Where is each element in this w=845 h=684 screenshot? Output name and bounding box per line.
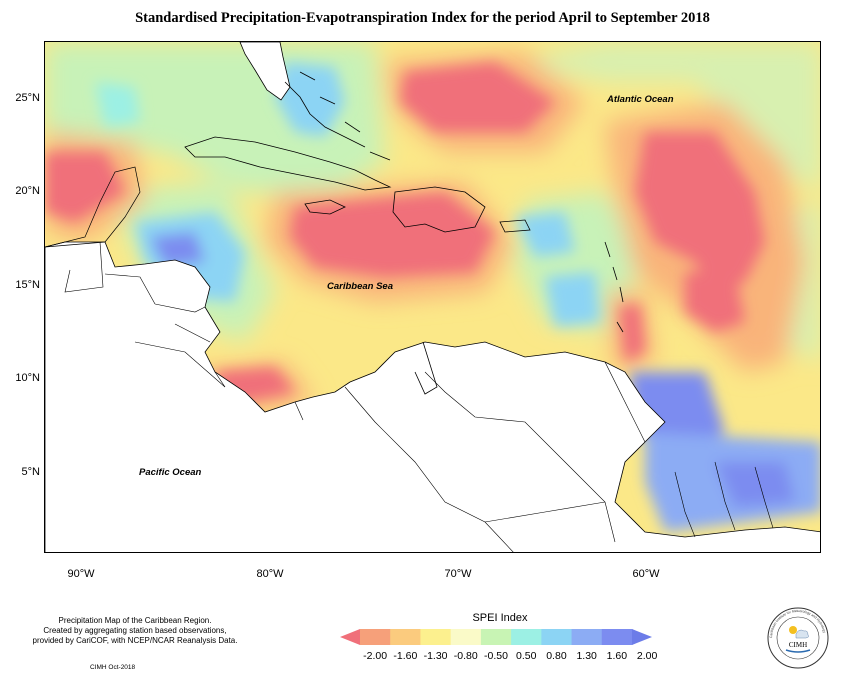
legend-swatch <box>480 629 512 645</box>
atlantic-ocean-label: Atlantic Ocean <box>607 94 674 105</box>
legend-arrow-right <box>632 629 652 645</box>
lat-label-25n: 25°N <box>15 92 40 104</box>
note-line-2: Created by aggregating station based obs… <box>43 626 227 635</box>
legend-tick-label: 0.80 <box>546 650 567 662</box>
islands <box>184 71 624 395</box>
legend-swatch <box>360 629 391 645</box>
legend-swatch <box>420 629 452 645</box>
caribbean-sea-label: Caribbean Sea <box>327 281 393 292</box>
pacific-ocean-label: Pacific Ocean <box>139 467 202 478</box>
mainland <box>45 241 820 552</box>
country-borders <box>64 241 774 552</box>
lat-label-15n: 15°N <box>15 279 40 291</box>
legend-swatch <box>541 629 573 645</box>
legend-colorbar <box>340 629 652 645</box>
yucatan-coast <box>45 166 141 248</box>
wave-icon <box>785 649 811 653</box>
legend-swatch <box>601 629 633 645</box>
sun-icon <box>789 626 797 634</box>
legend-tick-label: 1.30 <box>576 650 597 662</box>
legend-tick-label: 1.60 <box>606 650 628 662</box>
logo-text: CIMH <box>789 641 807 649</box>
legend-swatch <box>511 629 542 645</box>
lon-label-80w: 80°W <box>256 568 284 580</box>
spei-field <box>45 42 820 552</box>
lat-label-20n: 20°N <box>15 185 40 197</box>
legend-tick-label: 2.00 <box>636 650 658 662</box>
hispaniola <box>392 186 486 233</box>
map-title: Standardised Precipitation-Evapotranspir… <box>135 10 710 26</box>
puerto-rico <box>499 219 531 233</box>
legend-swatch <box>390 629 421 645</box>
lon-label-60w: 60°W <box>632 568 660 580</box>
legend-arrow-left <box>340 629 360 645</box>
lat-label-5n: 5°N <box>21 466 40 478</box>
credit-line: CIMH Oct-2018 <box>90 664 136 671</box>
map-description: Precipitation Map of the Caribbean Regio… <box>0 616 270 646</box>
legend-swatch <box>450 629 482 645</box>
florida <box>239 42 291 101</box>
legend-tick-label: -1.30 <box>423 650 448 662</box>
legend-tick-label: 0.50 <box>516 650 537 662</box>
note-line-3: provided by CariCOF, with NCEP/NCAR Rean… <box>32 636 238 645</box>
jamaica <box>304 199 346 215</box>
note-line-1: Precipitation Map of the Caribbean Regio… <box>58 616 212 625</box>
spei-cores <box>45 62 820 532</box>
legend-tick-label: -1.60 <box>393 650 418 662</box>
cuba <box>184 136 392 191</box>
lat-label-10n: 10°N <box>15 372 40 384</box>
spei-map: Atlantic Ocean Caribbean Sea Pacific Oce… <box>44 41 821 553</box>
legend-title: SPEI Index <box>472 612 528 624</box>
lon-label-90w: 90°W <box>67 568 95 580</box>
cloud-icon <box>795 629 809 639</box>
legend-tick-label: -0.50 <box>484 650 508 662</box>
lon-label-70w: 70°W <box>444 568 472 580</box>
legend-swatch <box>571 629 603 645</box>
legend-tick-label: -0.80 <box>453 650 478 662</box>
cimh-logo: CIMH Caribbean Institute for Meteorology… <box>767 607 829 669</box>
legend-tick-label: -2.00 <box>363 650 388 662</box>
